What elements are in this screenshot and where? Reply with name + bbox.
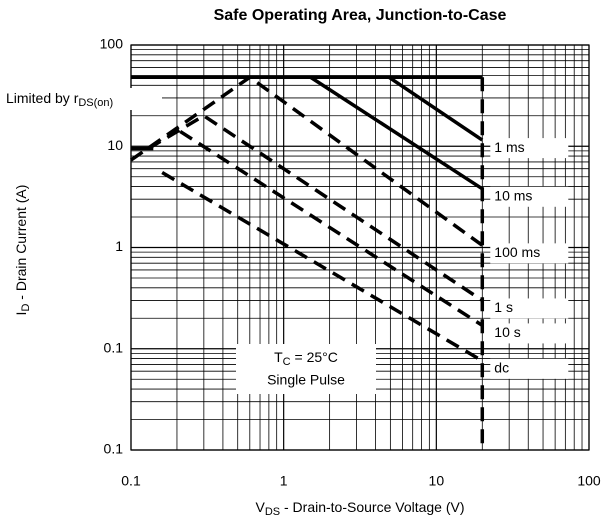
series-label-bg — [490, 298, 569, 319]
series-line — [147, 113, 484, 302]
chart-title: Safe Operating Area, Junction-to-Case — [214, 7, 507, 24]
y-tick-label: 0.1 — [104, 339, 124, 355]
limit-label-main: Limited by r — [6, 90, 79, 106]
series-label-bg — [490, 186, 569, 207]
x-tick-label: 1 — [280, 473, 288, 489]
annotation-sub: C — [283, 356, 291, 368]
series-line — [129, 75, 484, 247]
annotation: TC = 25°C — [274, 349, 338, 368]
annotation-main: T — [274, 349, 283, 365]
x-tick-label: 10 — [429, 473, 445, 489]
annotation-rest: = 25°C — [291, 349, 338, 365]
limit-label-sub: DS(on) — [78, 97, 113, 109]
y-tick-label: 1 — [115, 238, 123, 254]
x-tick-label: 100 — [577, 473, 601, 489]
plot-frame — [130, 44, 590, 451]
limit-label: Limited by rDS(on) — [6, 90, 113, 109]
annotation-line2: Single Pulse — [267, 372, 345, 388]
y-tick-label: 100 — [100, 36, 124, 52]
series-line — [161, 171, 484, 363]
series-line — [388, 75, 484, 142]
limit-label-bg — [2, 88, 162, 110]
annotation-bg — [236, 344, 376, 394]
series-label: 1 ms — [494, 139, 524, 155]
series-label-bg — [490, 138, 569, 159]
y-tick-label: 0.1 — [104, 441, 124, 457]
series-label-bg — [490, 358, 569, 379]
series-label-bg — [490, 243, 569, 264]
y-label-sub: D — [20, 304, 32, 312]
series-label-bg — [490, 323, 569, 344]
series-label: 10 s — [494, 324, 520, 340]
series-label: 1 s — [494, 299, 513, 315]
x-label-sub: DS — [265, 506, 280, 518]
x-tick-label: 0.1 — [121, 473, 141, 489]
series-label: 10 ms — [494, 188, 532, 204]
x-axis-label: VDS - Drain-to-Source Voltage (V) — [255, 499, 464, 518]
series-label: 100 ms — [494, 244, 540, 260]
x-label-rest: - Drain-to-Source Voltage (V) — [280, 499, 464, 515]
x-label-main: V — [255, 499, 265, 515]
y-label-rest: - Drain Current (A) — [13, 185, 29, 304]
y-label-main: I — [13, 312, 29, 316]
series-line — [179, 129, 484, 327]
series-line — [309, 75, 484, 191]
y-axis-label: ID - Drain Current (A) — [13, 185, 32, 316]
y-tick-label: 10 — [107, 137, 123, 153]
series-label: dc — [494, 360, 509, 376]
